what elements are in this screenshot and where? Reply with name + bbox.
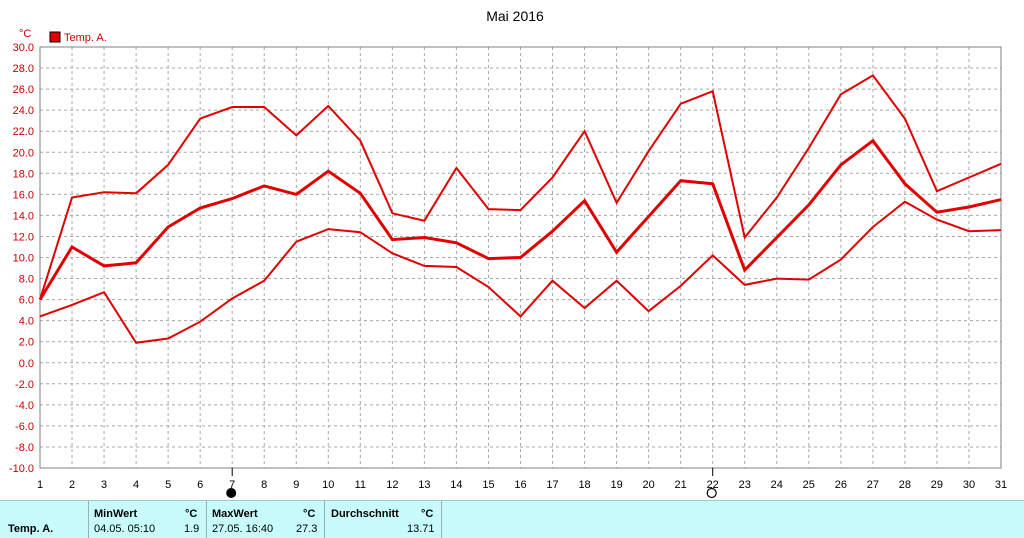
y-tick-label: -6.0 <box>15 421 34 433</box>
moon-markers <box>226 468 717 499</box>
y-tick-label: 8.0 <box>19 274 34 286</box>
min-header: MinWert <box>94 508 138 520</box>
y-tick-label: 16.0 <box>13 189 34 201</box>
average-unit: °C <box>421 508 434 520</box>
y-tick-label: 10.0 <box>13 253 34 265</box>
min-value: 1.9 <box>184 523 200 535</box>
y-tick-label: -2.0 <box>15 379 34 391</box>
y-tick-label: -4.0 <box>15 400 34 412</box>
x-tick-label: 4 <box>133 479 139 491</box>
x-tick-label: 27 <box>867 479 879 491</box>
average-value-cell: Durchschnitt °C 13.71 <box>324 501 442 538</box>
full-moon-icon <box>706 487 717 499</box>
x-tick-label: 11 <box>355 479 366 491</box>
x-tick-label: 5 <box>165 479 171 491</box>
x-tick-label: 21 <box>675 479 687 491</box>
y-tick-label: 12.0 <box>13 231 34 243</box>
statistics-bar: Temp. A. MinWert °C 04.05. 05:10 1.9 Max… <box>0 500 1024 538</box>
x-tick-label: 25 <box>803 479 815 491</box>
x-tick-label: 17 <box>546 479 558 491</box>
min-timestamp: 04.05. 05:10 <box>94 523 156 535</box>
series-line <box>39 74 1002 300</box>
y-tick-label: 4.0 <box>19 316 34 328</box>
x-tick-label: 7 <box>229 479 235 491</box>
series-line <box>38 138 1002 301</box>
new-moon-icon <box>226 488 237 498</box>
x-axis-tick-labels: 1 2 3 4 5 6 7 8 9 10 11 12 13 14 15 16 17 18 19 20 21 22 23 24 2… <box>37 479 1007 491</box>
y-tick-label: 28.0 <box>13 63 34 75</box>
y-tick-label: 0.0 <box>19 358 34 370</box>
x-tick-label: 26 <box>835 479 847 491</box>
y-tick-label: 20.0 <box>13 147 34 159</box>
x-tick-label: 2 <box>69 479 75 491</box>
x-tick-label: 9 <box>293 479 299 491</box>
y-axis-tick-labels: 30.0 28.0 26.0 24.0 22.0 20.0 18.0 16.0 14.0 12.0… <box>9 42 34 475</box>
y-tick-label: -8.0 <box>15 442 34 454</box>
average-header: Durchschnitt <box>331 508 399 520</box>
x-tick-label: 14 <box>450 479 462 491</box>
x-tick-label: 6 <box>197 479 203 491</box>
max-value-cell: MaxWert °C 27.05. 16:40 27.3 <box>206 501 325 538</box>
average-value: 13.71 <box>407 523 435 535</box>
y-tick-label: 2.0 <box>19 337 34 349</box>
series-line <box>39 200 1002 344</box>
x-tick-label: 29 <box>931 479 943 491</box>
temperature-chart: Mai 2016 °C Temp. A. 30.028.026.024.022.… <box>9 8 1007 499</box>
x-tick-label: 31 <box>995 479 1007 491</box>
y-tick-label: 14.0 <box>13 210 34 222</box>
x-tick-label: 30 <box>963 479 975 491</box>
legend-label: Temp. A. <box>64 32 107 44</box>
x-tick-label: 13 <box>418 479 430 491</box>
x-tick-label: 1 <box>37 479 43 491</box>
max-value: 27.3 <box>296 523 318 535</box>
x-tick-label: 15 <box>482 479 494 491</box>
stats-row-label-cell: Temp. A. <box>0 501 88 538</box>
x-tick-label: 19 <box>610 479 622 491</box>
legend-swatch <box>49 31 61 43</box>
max-header: MaxWert <box>212 508 258 520</box>
x-tick-label: 22 <box>707 479 719 491</box>
x-tick-label: 28 <box>899 479 911 491</box>
y-tick-label: 24.0 <box>13 105 34 117</box>
x-tick-label: 23 <box>739 479 751 491</box>
y-tick-label: 30.0 <box>13 42 34 54</box>
y-tick-label: -10.0 <box>9 463 34 475</box>
chart-title: Mai 2016 <box>486 8 544 24</box>
y-tick-label: 26.0 <box>13 84 34 96</box>
x-tick-label: 10 <box>322 479 334 491</box>
y-tick-label: 18.0 <box>13 168 34 180</box>
x-tick-label: 8 <box>261 479 267 491</box>
x-tick-label: 3 <box>101 479 107 491</box>
max-unit: °C <box>303 508 316 520</box>
max-timestamp: 27.05. 16:40 <box>212 523 274 535</box>
stats-row-label: Temp. A. <box>8 523 54 535</box>
series-lines <box>38 74 1002 344</box>
y-tick-label: 22.0 <box>13 126 34 138</box>
y-tick-label: 6.0 <box>19 295 34 307</box>
y-axis-unit-label: °C <box>19 28 31 40</box>
x-tick-label: 16 <box>514 479 526 491</box>
plot-frame <box>39 46 1002 469</box>
x-tick-label: 18 <box>578 479 590 491</box>
x-tick-label: 12 <box>386 479 398 491</box>
x-tick-label: 24 <box>771 479 783 491</box>
x-tick-label: 20 <box>643 479 655 491</box>
min-unit: °C <box>185 508 198 520</box>
min-value-cell: MinWert °C 04.05. 05:10 1.9 <box>88 501 207 538</box>
